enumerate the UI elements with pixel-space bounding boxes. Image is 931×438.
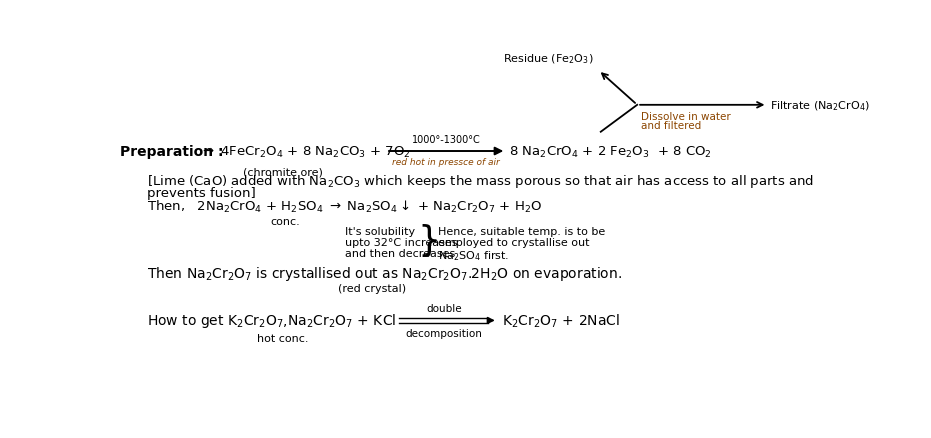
- Text: Then Na$_2$Cr$_2$O$_7$ is crystallised out as Na$_2$Cr$_2$O$_7$.2H$_2$O on evapo: Then Na$_2$Cr$_2$O$_7$ is crystallised o…: [147, 264, 623, 282]
- Text: 8 Na$_2$CrO$_4$ + 2 Fe$_2$O$_3$  + 8 CO$_2$: 8 Na$_2$CrO$_4$ + 2 Fe$_2$O$_3$ + 8 CO$_…: [509, 144, 712, 159]
- Text: red hot in pressce of air: red hot in pressce of air: [392, 158, 500, 167]
- Text: Hence, suitable temp. is to be: Hence, suitable temp. is to be: [438, 227, 605, 237]
- Text: Then,   2Na$_2$CrO$_4$ + H$_2$SO$_4$ $\rightarrow$ Na$_2$SO$_4\downarrow$ + Na$_: Then, 2Na$_2$CrO$_4$ + H$_2$SO$_4$ $\rig…: [147, 199, 543, 215]
- Text: 1000°-1300°C: 1000°-1300°C: [412, 135, 480, 145]
- Text: Preparation :: Preparation :: [120, 145, 223, 159]
- Text: (red crystal): (red crystal): [338, 284, 406, 294]
- Text: K$_2$Cr$_2$O$_7$ + 2NaCl: K$_2$Cr$_2$O$_7$ + 2NaCl: [502, 312, 619, 329]
- Text: Residue (Fe$_2$O$_3$): Residue (Fe$_2$O$_3$): [503, 52, 593, 66]
- Text: Filtrate (Na$_2$CrO$_4$): Filtrate (Na$_2$CrO$_4$): [771, 99, 870, 113]
- Text: Na$_2$SO$_4$ first.: Na$_2$SO$_4$ first.: [438, 248, 509, 262]
- Text: How to get K$_2$Cr$_2$O$_7$,Na$_2$Cr$_2$O$_7$ + KCl: How to get K$_2$Cr$_2$O$_7$,Na$_2$Cr$_2$…: [147, 312, 397, 330]
- Text: and then decreases: and then decreases: [345, 248, 455, 258]
- Text: upto 32°C increases: upto 32°C increases: [345, 238, 457, 247]
- Text: double: double: [426, 303, 462, 313]
- Text: employed to crystallise out: employed to crystallise out: [438, 238, 589, 247]
- Text: conc.: conc.: [270, 217, 300, 227]
- Text: }: }: [417, 223, 440, 257]
- Text: prevents fusion]: prevents fusion]: [147, 187, 256, 200]
- Text: hot conc.: hot conc.: [257, 334, 309, 344]
- Text: decomposition: decomposition: [405, 328, 482, 338]
- Text: $\rightarrow$ 4FeCr$_2$O$_4$ + 8 Na$_2$CO$_3$ + 7O$_2$: $\rightarrow$ 4FeCr$_2$O$_4$ + 8 Na$_2$C…: [200, 144, 411, 159]
- Text: Dissolve in water: Dissolve in water: [641, 112, 731, 122]
- Text: and filtered: and filtered: [641, 121, 701, 131]
- Text: (chromite ore): (chromite ore): [243, 167, 323, 177]
- Text: It's solubility: It's solubility: [345, 227, 415, 237]
- Text: [Lime (CaO) added with Na$_2$CO$_3$ which keeps the mass porous so that air has : [Lime (CaO) added with Na$_2$CO$_3$ whic…: [147, 173, 815, 189]
